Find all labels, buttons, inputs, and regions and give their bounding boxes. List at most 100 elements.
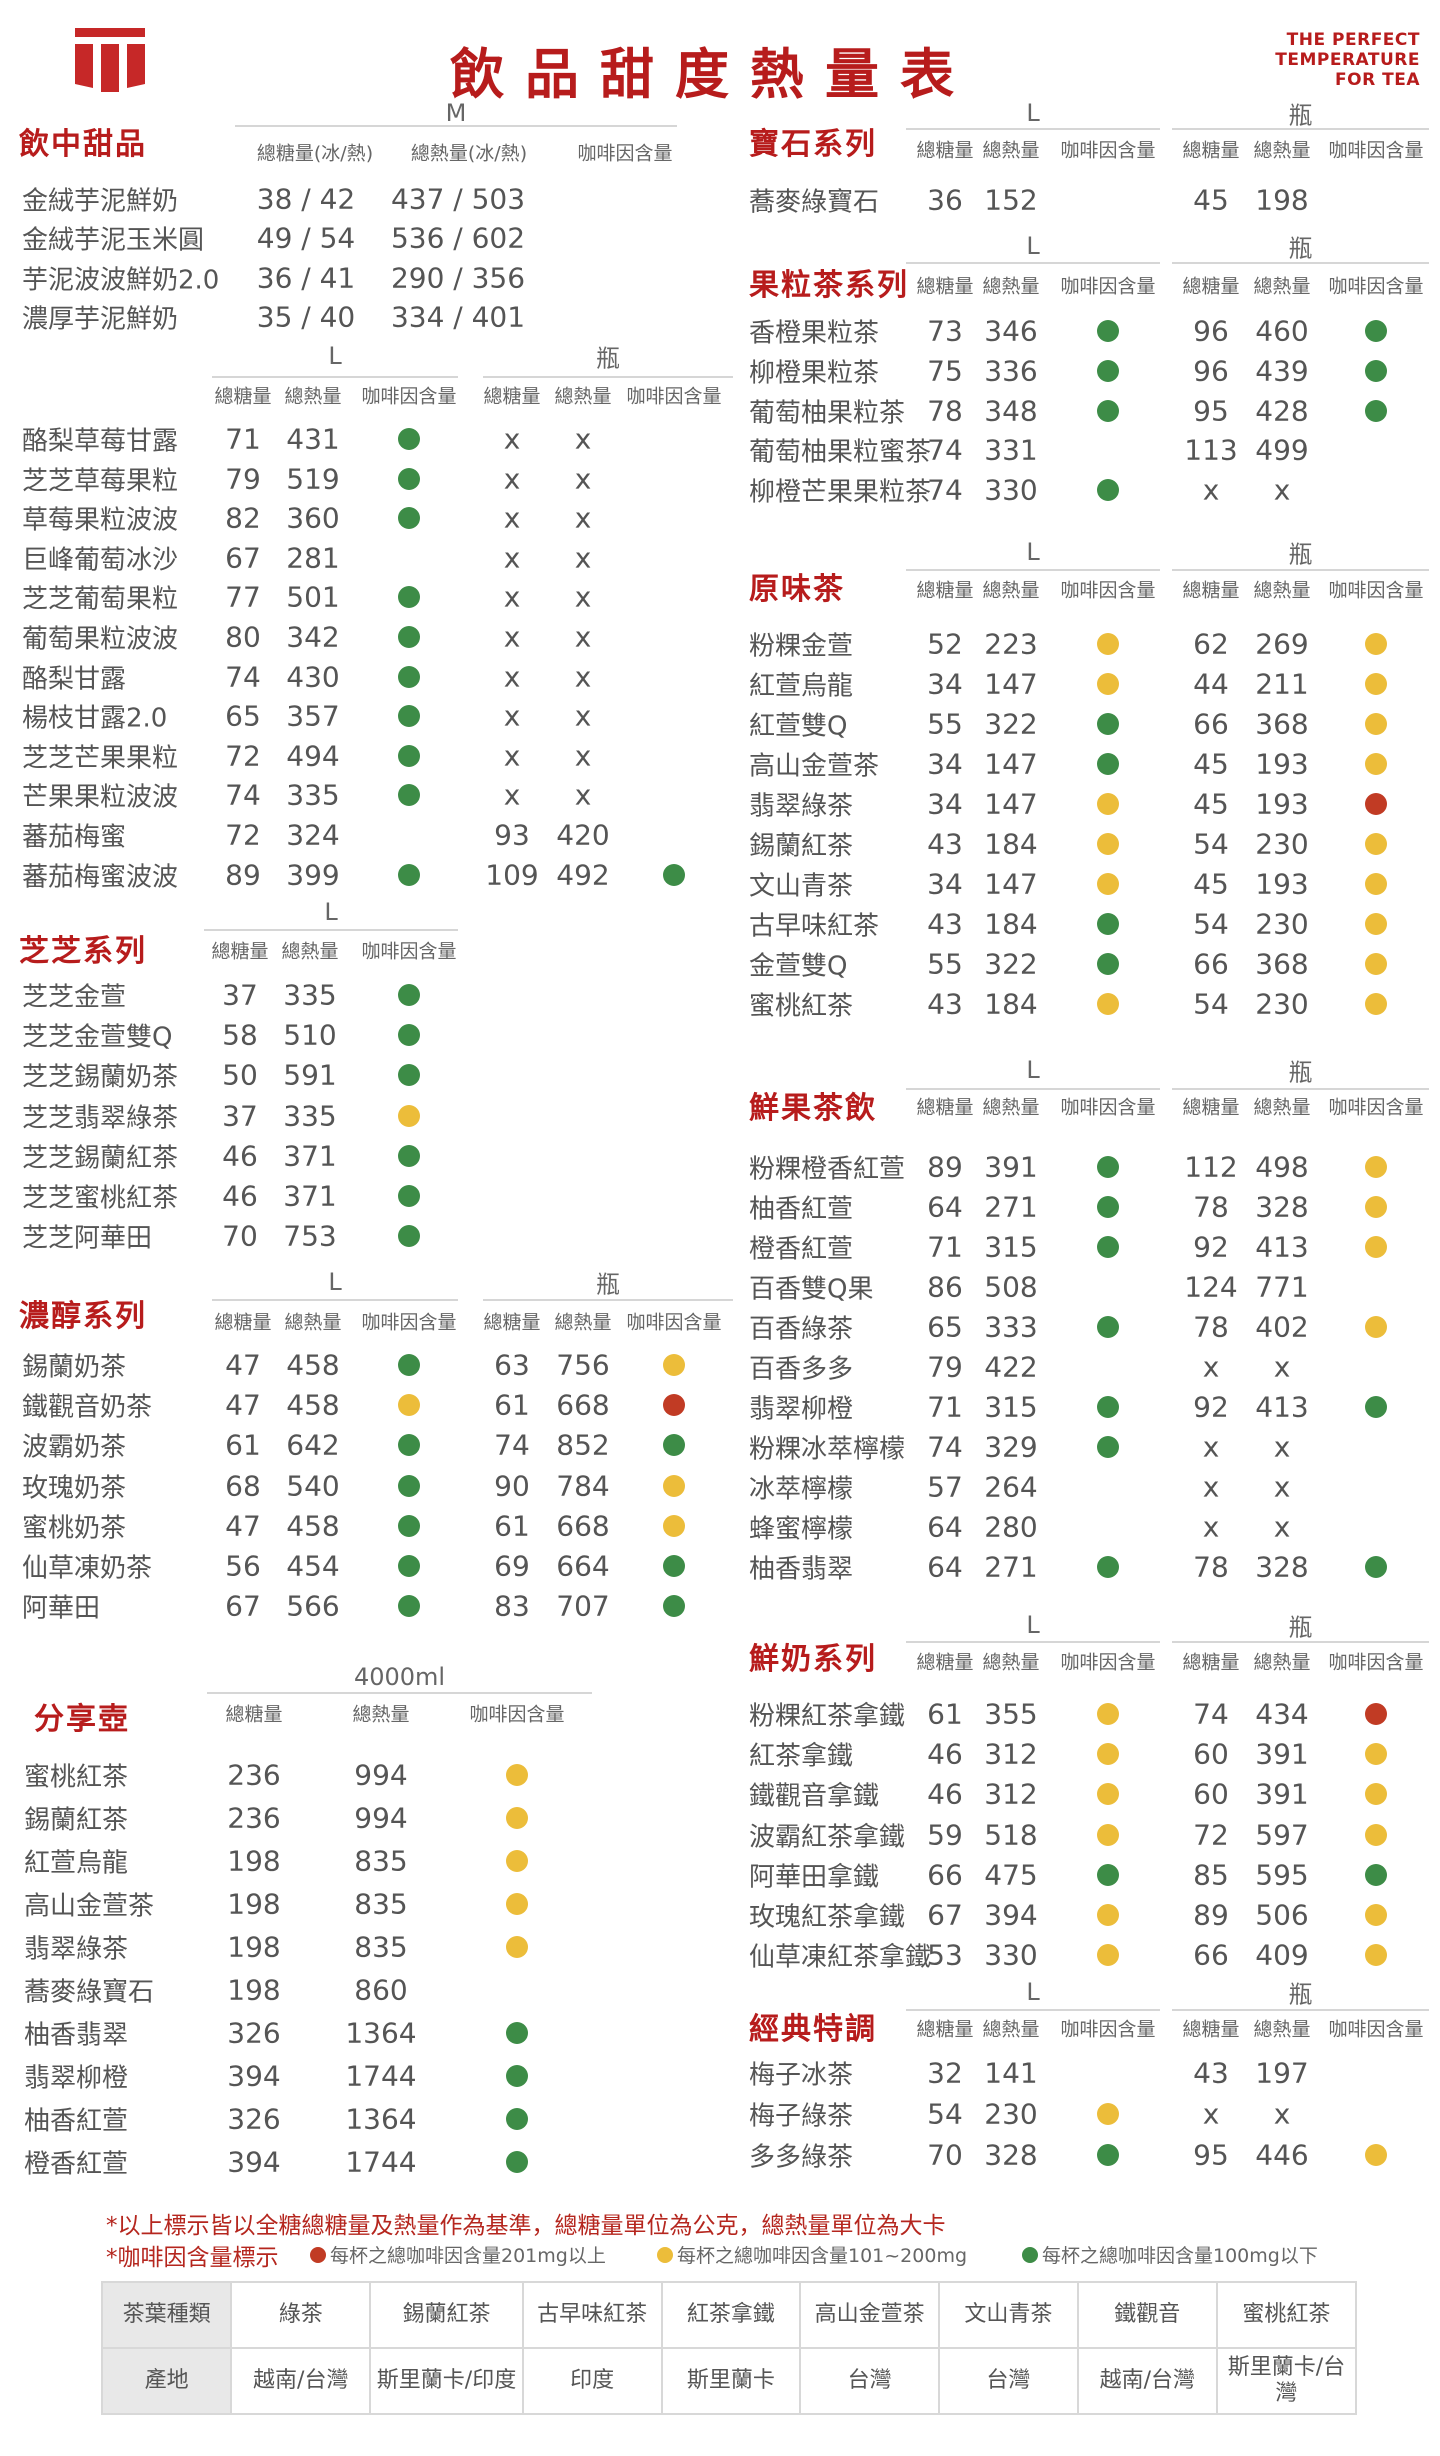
item-name: 蕎麥綠寶石 [24, 1977, 155, 2008]
green-caffeine-dot-icon [1097, 320, 1119, 342]
bottle-calories: 499 [1255, 433, 1309, 467]
divider [483, 376, 733, 378]
column-header: 總糖量 [1182, 2018, 1240, 2041]
l-calories: 494 [286, 739, 340, 773]
size-label: 瓶 [596, 344, 620, 373]
yellow-caffeine-dot-icon [1097, 2103, 1119, 2125]
l-calories: 835 [354, 1844, 408, 1878]
bottle-calories: 413 [1255, 1390, 1309, 1424]
item-name: 香橙果粒茶 [749, 318, 880, 349]
yellow-caffeine-dot-icon [663, 1514, 685, 1537]
l-calories: 334 / 401 [390, 300, 526, 334]
bottle-sugar: x [503, 620, 521, 654]
green-caffeine-dot-icon [398, 467, 420, 490]
l-sugar: 43 [927, 827, 963, 861]
bottle-sugar: 74 [1193, 1697, 1229, 1731]
row-label: 產地 [100, 2347, 233, 2415]
l-sugar: 49 / 54 [256, 221, 356, 255]
l-calories: 330 [984, 1938, 1038, 1972]
page-title: 飲品甜度熱量表 [450, 42, 975, 106]
l-calories: 753 [283, 1219, 337, 1253]
l-sugar: 70 [927, 2138, 963, 2172]
l-calories: 994 [354, 1758, 408, 1792]
bottle-sugar: 78 [1193, 1190, 1229, 1224]
item-name: 錫蘭奶茶 [22, 1352, 127, 1383]
column-header: 總熱量 [284, 385, 342, 408]
yellow-caffeine-dot-icon [1365, 2144, 1387, 2166]
item-name: 波霸紅茶拿鐵 [749, 1822, 906, 1853]
column-header: 咖啡因含量 [626, 1311, 722, 1334]
item-name: 百香綠茶 [749, 1314, 854, 1345]
green-caffeine-dot-icon [663, 1595, 685, 1618]
l-calories: 147 [984, 867, 1038, 901]
bottle-calories: 460 [1255, 314, 1309, 348]
yellow-caffeine-dot-icon [1365, 713, 1387, 735]
yellow-caffeine-dot-icon [506, 1807, 528, 1829]
bottle-sugar: 89 [1193, 1898, 1229, 1932]
bottle-sugar: x [503, 422, 521, 456]
green-dot-icon [1022, 2246, 1038, 2263]
bottle-sugar: 44 [1193, 667, 1229, 701]
green-caffeine-dot-icon [663, 863, 685, 886]
item-name: 鐵觀音拿鐵 [749, 1781, 880, 1812]
item-name: 仙草凍紅茶拿鐵 [749, 1942, 932, 1973]
l-calories: 540 [286, 1469, 340, 1503]
bottle-sugar: 113 [1184, 433, 1238, 467]
bottle-calories: 269 [1255, 627, 1309, 661]
divider [906, 2009, 1160, 2011]
bottle-sugar: x [1202, 473, 1220, 507]
green-caffeine-dot-icon [398, 1595, 420, 1618]
size-label: L [328, 1268, 342, 1296]
column-header: 咖啡因含量 [1060, 1096, 1156, 1119]
bottle-calories: 597 [1255, 1818, 1309, 1852]
bottle-calories: 198 [1255, 183, 1309, 217]
bottle-calories: 328 [1255, 1190, 1309, 1224]
green-caffeine-dot-icon [398, 863, 420, 886]
origin-cell: 斯里蘭卡/印度 [369, 2347, 524, 2415]
bottle-sugar: 95 [1193, 2138, 1229, 2172]
yellow-caffeine-dot-icon [1097, 793, 1119, 815]
green-caffeine-dot-icon [1097, 2144, 1119, 2166]
column-header: 總熱量 [352, 1703, 410, 1726]
item-name: 蕃茄梅蜜波波 [22, 862, 179, 893]
item-name: 芝芝阿華田 [22, 1223, 153, 1254]
column-header: 總糖量 [225, 1703, 283, 1726]
size-label: 4000ml [353, 1663, 446, 1691]
size-label: L [1026, 538, 1040, 566]
origin-cell: 斯里蘭卡 [660, 2347, 802, 2415]
size-label: 瓶 [1288, 1058, 1313, 1087]
green-caffeine-dot-icon [506, 2151, 528, 2173]
l-sugar: 198 [227, 1930, 281, 1964]
column-header: 總糖量 [211, 940, 269, 963]
item-name: 紅萱烏龍 [24, 1848, 129, 1879]
l-calories: 508 [984, 1270, 1038, 1304]
l-sugar: 67 [225, 541, 261, 575]
bottle-sugar: 96 [1193, 354, 1229, 388]
column-header: 咖啡因含量 [1060, 579, 1156, 602]
l-calories: 394 [984, 1898, 1038, 1932]
bottle-calories: 368 [1255, 947, 1309, 981]
l-calories: 458 [286, 1388, 340, 1422]
l-sugar: 47 [225, 1388, 261, 1422]
green-caffeine-dot-icon [398, 1474, 420, 1497]
l-calories: 329 [984, 1430, 1038, 1464]
note-caffeine-label: *咖啡因含量標示 [106, 2245, 279, 2271]
green-caffeine-dot-icon [398, 1225, 420, 1248]
l-calories: 860 [354, 1973, 408, 2007]
section-title: 鮮果茶飲 [749, 1091, 877, 1126]
green-caffeine-dot-icon [1097, 713, 1119, 735]
divider [906, 569, 1160, 571]
column-header: 總熱量 [554, 385, 612, 408]
bottle-sugar: 66 [1193, 707, 1229, 741]
item-name: 百香多多 [749, 1354, 854, 1385]
l-sugar: 86 [927, 1270, 963, 1304]
bottle-calories: 409 [1255, 1938, 1309, 1972]
section-title: 經典特調 [749, 2012, 877, 2047]
bottle-calories: 506 [1255, 1898, 1309, 1932]
column-header: 總糖量 [916, 275, 974, 298]
l-sugar: 68 [225, 1469, 261, 1503]
yellow-caffeine-dot-icon [1365, 1904, 1387, 1926]
divider [212, 1299, 458, 1301]
item-name: 蜜桃紅茶 [749, 991, 854, 1022]
l-sugar: 236 [227, 1801, 281, 1835]
